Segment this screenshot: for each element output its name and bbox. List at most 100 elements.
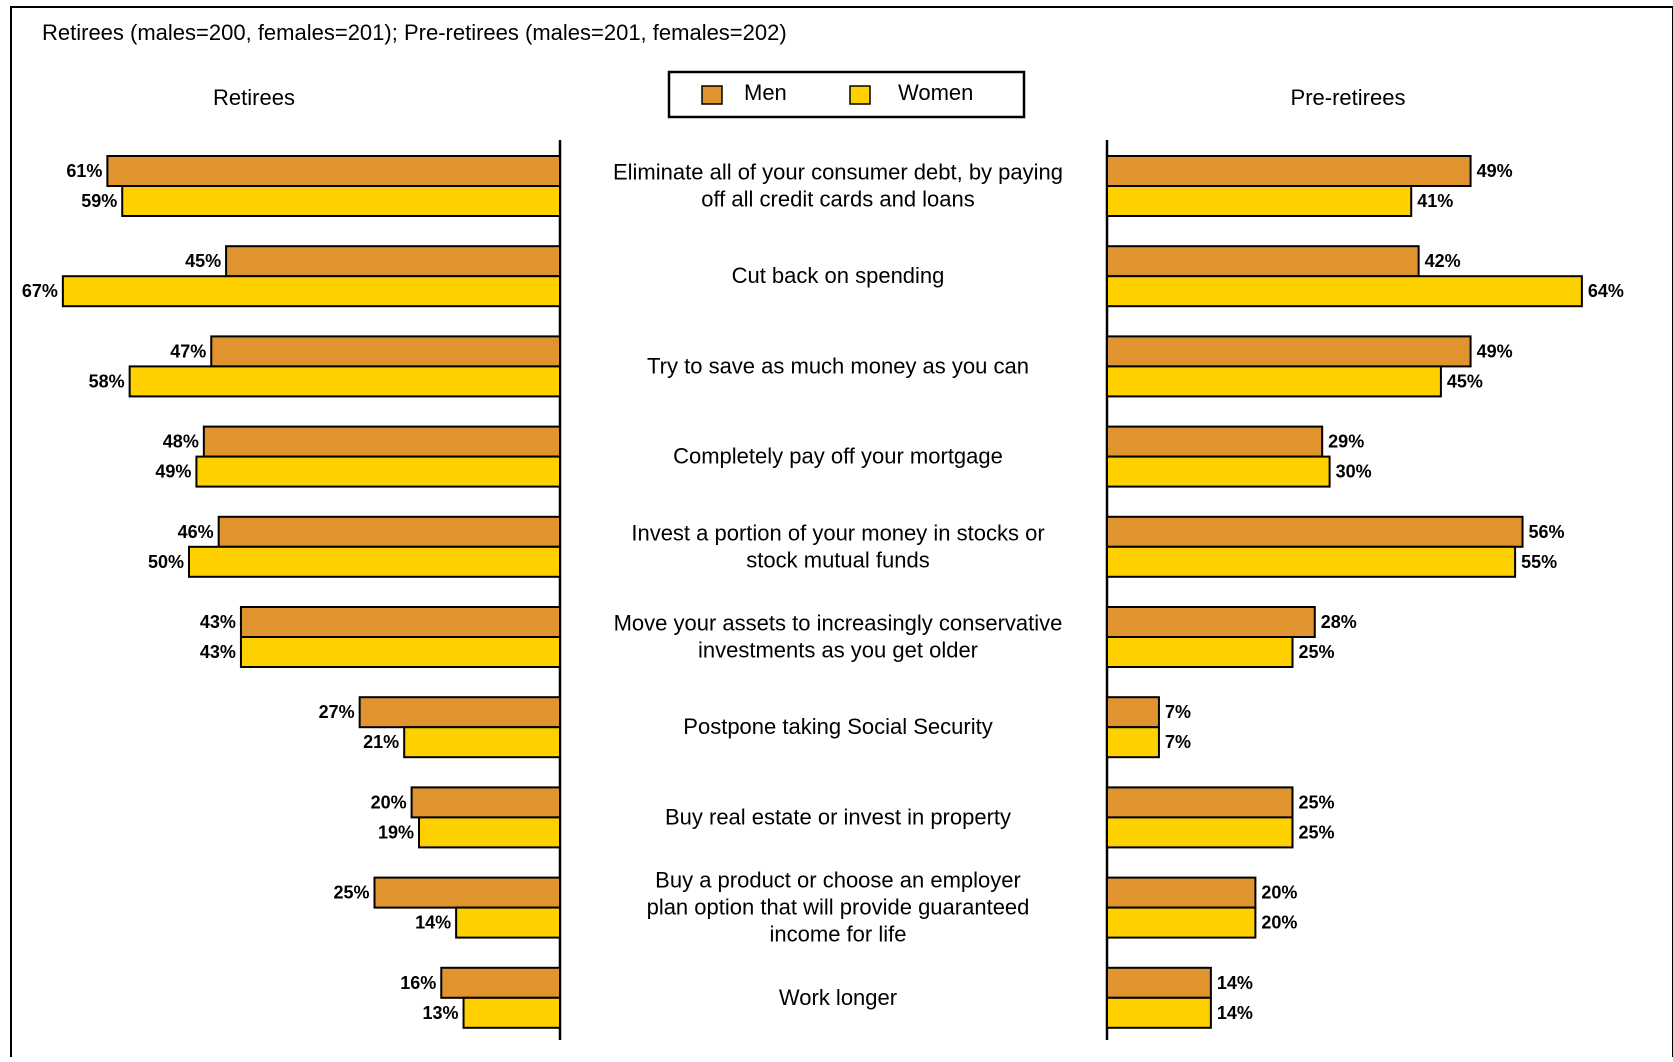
chart-border bbox=[10, 6, 1673, 1062]
chart-subtitle: Retirees (males=200, females=201); Pre-r… bbox=[42, 20, 787, 45]
category-label-line: Buy real estate or invest in property bbox=[665, 804, 1011, 829]
legend-label-women: Women bbox=[898, 80, 973, 105]
retirees-women-value-label: 67% bbox=[22, 281, 58, 301]
retirees-men-bar bbox=[373, 876, 561, 909]
retirees-women-value-label: 58% bbox=[89, 371, 125, 391]
pre-retirees-women-value-label: 30% bbox=[1336, 462, 1372, 482]
pre-retirees-men-value-label: 28% bbox=[1321, 612, 1357, 632]
category-label-line: Buy a product or choose an employer bbox=[655, 868, 1021, 893]
pre-retirees-women-bar bbox=[1106, 545, 1517, 578]
pre-retirees-men-bar bbox=[1106, 606, 1316, 638]
retirees-men-value-label: 48% bbox=[163, 432, 199, 452]
retirees-women-bar bbox=[195, 455, 561, 488]
pre-retirees-women-bar bbox=[1106, 275, 1583, 308]
retirees-women-bar bbox=[188, 545, 561, 578]
pre-retirees-women-bar bbox=[1106, 726, 1160, 759]
retirees-women-value-label: 19% bbox=[378, 822, 414, 842]
right-panel-title: Pre-retirees bbox=[1291, 85, 1406, 110]
pre-retirees-men-bar bbox=[1106, 515, 1524, 548]
category-label: Buy real estate or invest in property bbox=[665, 804, 1011, 829]
category-label-line: Try to save as much money as you can bbox=[647, 353, 1029, 378]
retirees-men-value-label: 43% bbox=[200, 612, 236, 632]
category-label: Completely pay off your mortgage bbox=[673, 444, 1003, 469]
category-label-line: Eliminate all of your consumer debt, by … bbox=[613, 160, 1063, 185]
retirees-men-bar bbox=[202, 425, 561, 458]
pre-retirees-men-value-label: 49% bbox=[1477, 161, 1513, 181]
retirees-women-value-label: 21% bbox=[363, 732, 399, 752]
retirees-men-value-label: 25% bbox=[333, 883, 369, 903]
category-label-line: Work longer bbox=[779, 985, 897, 1010]
category-label-line: income for life bbox=[770, 922, 907, 947]
retirees-men-bar bbox=[239, 606, 561, 638]
retirees-women-value-label: 49% bbox=[155, 462, 191, 482]
pre-retirees-women-value-label: 7% bbox=[1165, 732, 1191, 752]
category-label-line: Cut back on spending bbox=[732, 263, 945, 288]
category-label-line: investments as you get older bbox=[698, 638, 978, 663]
pre-retirees-men-bar bbox=[1106, 696, 1160, 729]
retirees-men-bar bbox=[217, 515, 561, 548]
retirees-women-bar bbox=[128, 365, 561, 398]
retirees-women-bar bbox=[455, 906, 561, 939]
retirees-women-bar bbox=[418, 816, 561, 849]
category-label-line: Postpone taking Social Security bbox=[683, 714, 992, 739]
category-label-line: plan option that will provide guaranteed bbox=[647, 895, 1030, 920]
category-label-line: off all credit cards and loans bbox=[701, 187, 975, 212]
chart-marks: 61% 49% 59% 41% Eliminate all of your consum… bbox=[22, 155, 1624, 1029]
legend-label-men: Men bbox=[744, 80, 787, 105]
category-label-line: stock mutual funds bbox=[746, 547, 929, 572]
pre-retirees-women-value-label: 20% bbox=[1261, 913, 1297, 933]
pre-retirees-men-bar bbox=[1106, 425, 1324, 458]
pre-retirees-men-bar bbox=[1106, 786, 1294, 819]
retirees-women-bar bbox=[403, 726, 561, 759]
retirees-men-value-label: 46% bbox=[178, 522, 214, 542]
pre-retirees-women-value-label: 25% bbox=[1299, 642, 1335, 662]
pre-retirees-women-value-label: 55% bbox=[1521, 552, 1557, 572]
retirees-men-value-label: 61% bbox=[66, 161, 102, 181]
pre-retirees-women-value-label: 45% bbox=[1447, 371, 1483, 391]
pre-retirees-men-value-label: 20% bbox=[1261, 883, 1297, 903]
retirees-men-value-label: 47% bbox=[170, 341, 206, 361]
retirees-women-bar bbox=[61, 275, 562, 308]
pre-retirees-women-bar bbox=[1106, 365, 1442, 398]
retirees-men-value-label: 20% bbox=[371, 792, 407, 812]
retirees-women-bar bbox=[121, 185, 561, 217]
category-label: Work longer bbox=[779, 985, 897, 1010]
retirees-men-bar bbox=[210, 335, 561, 368]
retirees-men-bar bbox=[358, 696, 561, 729]
pre-retirees-women-bar bbox=[1106, 636, 1294, 668]
left-panel-title: Retirees bbox=[213, 85, 295, 110]
retirees-men-value-label: 16% bbox=[400, 973, 436, 993]
retirees-women-value-label: 43% bbox=[200, 642, 236, 662]
pre-retirees-women-bar bbox=[1106, 996, 1212, 1029]
pre-retirees-women-bar bbox=[1106, 455, 1331, 488]
category-label: Postpone taking Social Security bbox=[683, 714, 992, 739]
retirees-men-bar bbox=[106, 155, 561, 187]
legend-box bbox=[667, 70, 1026, 119]
pre-retirees-women-value-label: 14% bbox=[1217, 1003, 1253, 1023]
category-label-line: Move your assets to increasingly conserv… bbox=[614, 611, 1063, 636]
pre-retirees-men-value-label: 56% bbox=[1529, 522, 1565, 542]
pre-retirees-women-value-label: 25% bbox=[1299, 822, 1335, 842]
retirees-women-bar bbox=[462, 996, 562, 1029]
retirees-men-bar bbox=[225, 245, 561, 278]
legend-swatch-women bbox=[849, 85, 871, 105]
legend-swatch-men bbox=[701, 85, 723, 105]
retirees-men-bar bbox=[440, 966, 561, 999]
pre-retirees-women-bar bbox=[1106, 816, 1294, 849]
legend: Men Women bbox=[667, 70, 1026, 119]
pre-retirees-women-value-label: 64% bbox=[1588, 281, 1624, 301]
pre-retirees-men-value-label: 25% bbox=[1299, 792, 1335, 812]
pre-retirees-men-bar bbox=[1106, 245, 1420, 278]
retirees-men-bar bbox=[410, 786, 561, 819]
pre-retirees-men-bar bbox=[1106, 155, 1472, 187]
pre-retirees-men-bar bbox=[1106, 876, 1257, 909]
pre-retirees-women-value-label: 41% bbox=[1417, 191, 1453, 211]
category-label: Invest a portion of your money in stocks… bbox=[631, 520, 1044, 572]
category-label: Buy a product or choose an employer plan … bbox=[647, 868, 1030, 947]
pre-retirees-men-value-label: 49% bbox=[1477, 341, 1513, 361]
category-label: Move your assets to increasingly conserv… bbox=[614, 611, 1063, 663]
category-label: Eliminate all of your consumer debt, by … bbox=[613, 160, 1063, 212]
retirees-men-value-label: 27% bbox=[319, 702, 355, 722]
